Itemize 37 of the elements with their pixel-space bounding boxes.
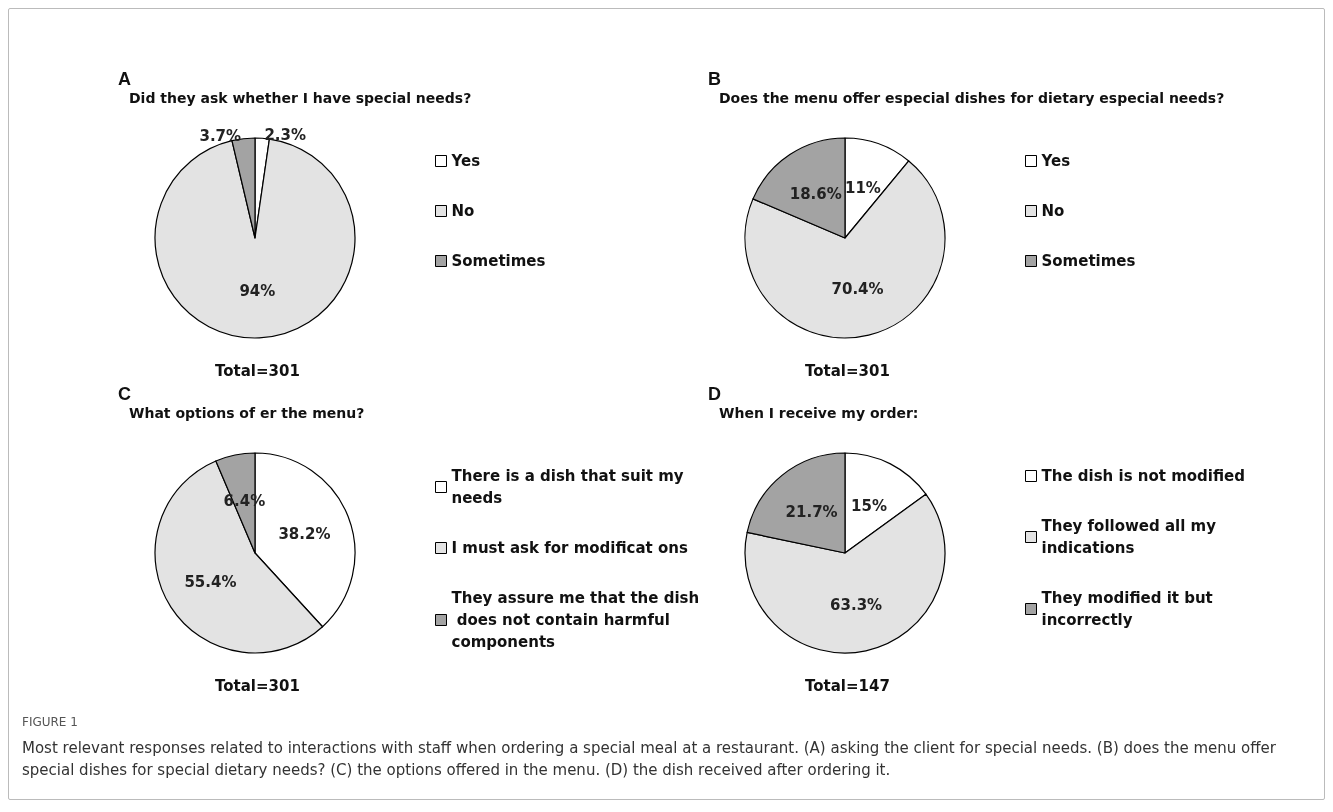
chart-title: Did they ask whether I have special needs? xyxy=(129,90,472,106)
data-label: 3.7% xyxy=(199,126,242,145)
text: Total=147 xyxy=(805,676,890,695)
caption: FIGURE 1 xyxy=(22,715,78,729)
data-label: 55.4% xyxy=(184,572,237,591)
text: Total=301 xyxy=(215,361,300,380)
legend-label: They assure me that the dish does not contain harmful components xyxy=(451,589,700,651)
data-label: 38.2% xyxy=(278,524,331,543)
text: Total=301 xyxy=(805,361,890,380)
legend-label: They modified it but incorrectly xyxy=(1041,589,1218,629)
legend-label: The dish is not modified xyxy=(1041,467,1246,485)
text: D xyxy=(708,384,721,404)
legend-label: There is a dish that suit my needs xyxy=(451,467,689,507)
text: Total=301 xyxy=(215,676,300,695)
data-label: 70.4% xyxy=(831,280,884,299)
legend-label: No xyxy=(451,202,475,220)
text: A xyxy=(118,69,131,89)
chart-title: What options of er the menu? xyxy=(129,405,365,421)
chart-title: When I receive my order: xyxy=(719,405,919,421)
legend-label: Yes xyxy=(1040,152,1071,170)
data-label: 21.7% xyxy=(785,502,838,521)
data-label: 94% xyxy=(239,281,276,300)
data-label: 18.6% xyxy=(789,184,842,203)
data-label: 15% xyxy=(851,496,888,515)
legend-label: I must ask for modificat ons xyxy=(451,539,688,557)
legend-label: Sometimes xyxy=(1041,252,1136,270)
text: C xyxy=(118,384,131,404)
chart-title: Does the menu offer especial dishes for dietary especial needs? xyxy=(719,90,1225,106)
legend-label: Sometimes xyxy=(451,252,546,270)
text: Most relevant responses related to interactions with staff when ordering a special meal at a restaurant. (A) asking the client for special needs. (B) does the menu offer special dishes for special dietary needs? (C) the options offered in the menu. (D) the dish received after ordering it. xyxy=(22,738,1277,781)
text: B xyxy=(708,69,721,89)
data-label: 2.3% xyxy=(264,126,307,145)
legend-label: They followed all my indications xyxy=(1041,517,1222,557)
legend-label: Yes xyxy=(450,152,481,170)
data-label: 63.3% xyxy=(830,595,883,614)
legend-label: No xyxy=(1041,202,1065,220)
data-label: 11% xyxy=(845,179,881,198)
